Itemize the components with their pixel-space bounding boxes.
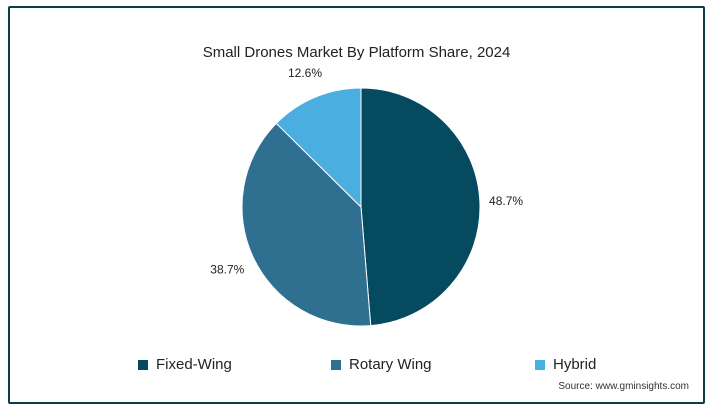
pie-slice-hybrid	[275, 87, 362, 209]
legend-label-hybrid: Hybrid	[553, 356, 597, 373]
legend-item-rotary-wing: Rotary Wing	[331, 356, 432, 373]
legend-swatch-fixed-wing	[138, 359, 148, 370]
chart-title: Small Drones Market By Platform Share, 2…	[202, 44, 511, 61]
pie-slice-rotary-wing	[241, 122, 372, 327]
pie-chart: 48.7% 38.7% 12.6%	[210, 66, 523, 327]
legend-label-rotary-wing: Rotary Wing	[349, 356, 432, 373]
legend-swatch-hybrid	[535, 359, 545, 370]
legend-item-hybrid: Hybrid	[535, 356, 596, 373]
slice-label-rotary-wing: 38.7%	[210, 262, 244, 276]
chart-frame: Small Drones Market By Platform Share, 2…	[8, 6, 705, 404]
legend-item-fixed-wing: Fixed-Wing	[138, 356, 232, 373]
pie-slice-fixed-wing	[360, 87, 481, 327]
legend: Fixed-Wing Rotary Wing Hybrid	[10, 356, 703, 376]
legend-label-fixed-wing: Fixed-Wing	[156, 356, 232, 373]
slice-label-fixed-wing: 48.7%	[489, 194, 523, 208]
source-note: Source: www.gminsights.com	[558, 381, 689, 392]
legend-swatch-rotary-wing	[331, 359, 341, 370]
slice-label-hybrid: 12.6%	[288, 66, 322, 80]
